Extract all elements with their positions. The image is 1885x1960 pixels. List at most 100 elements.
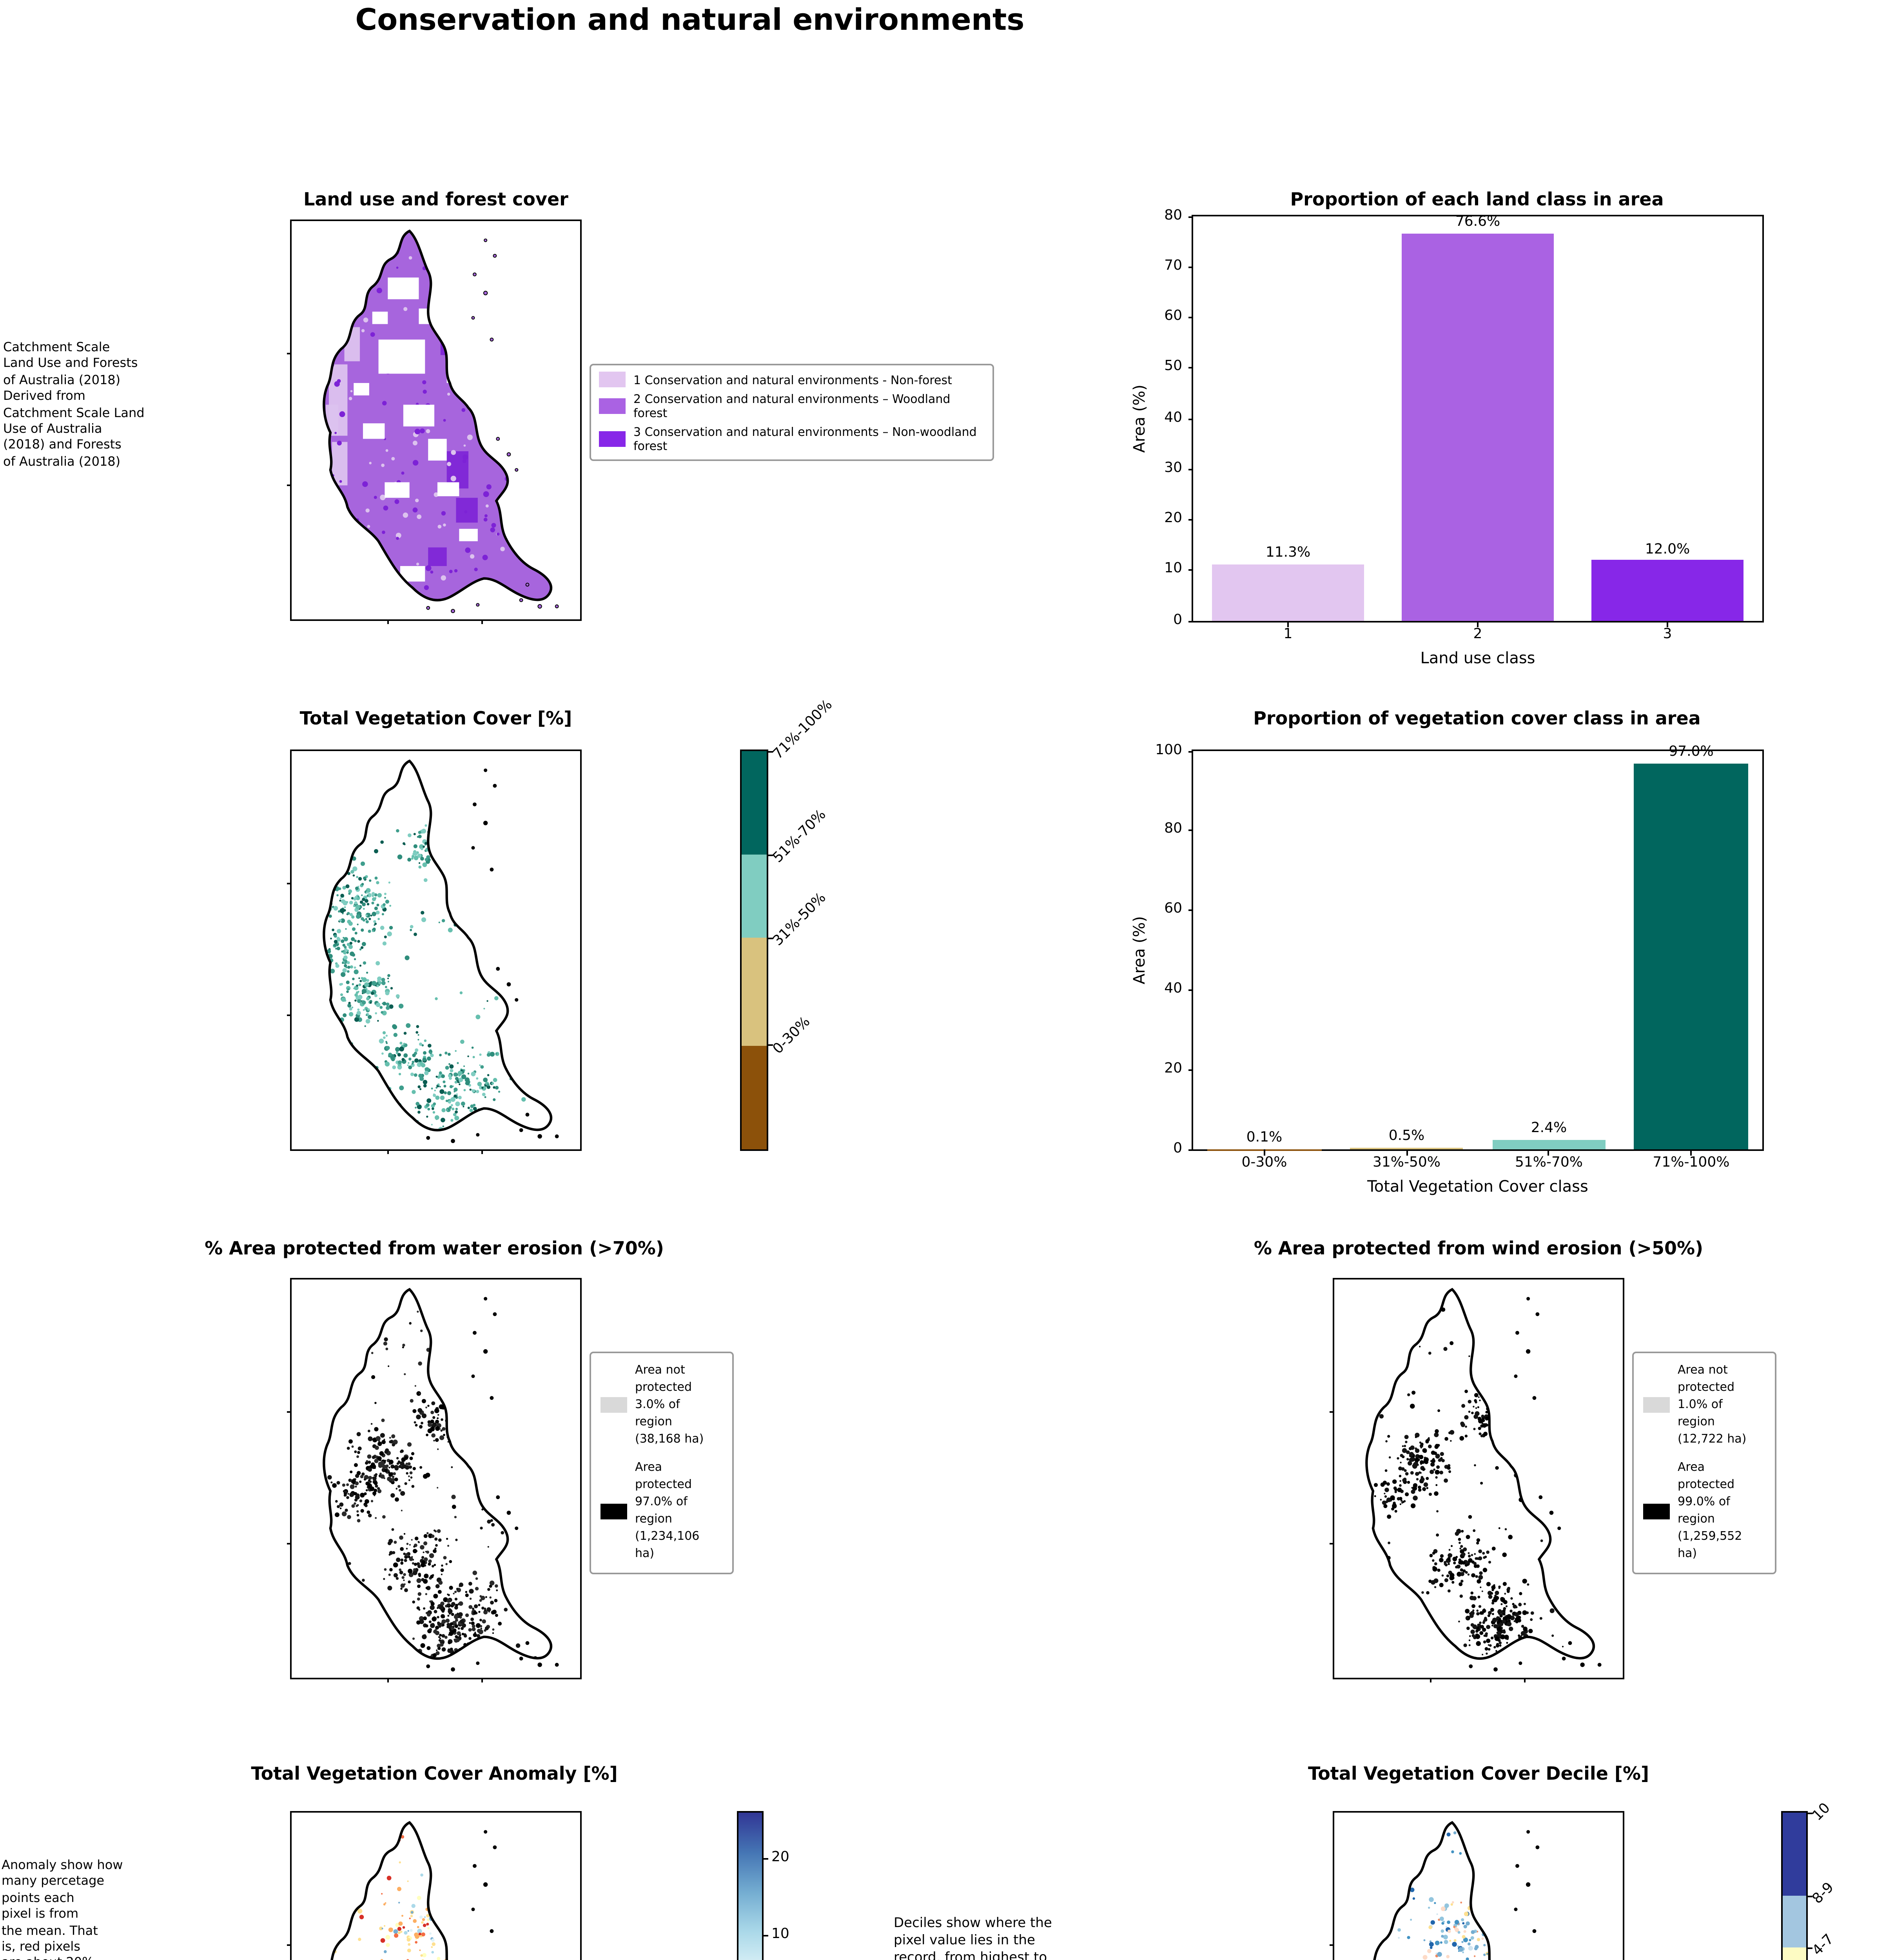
land-class-chart-ylabel: Area (%): [1132, 385, 1149, 453]
bar-value-label: 12.0%: [1645, 542, 1690, 558]
y-tick-mark: [1188, 1149, 1193, 1150]
colorbar-tick-label: 10: [771, 1926, 789, 1942]
colorbar-segment: [1783, 1813, 1806, 1896]
colorbar-tick-label: 20: [771, 1849, 789, 1866]
y-tick-mark: [1188, 216, 1193, 217]
map-axis-tick: [287, 882, 292, 884]
x-tick-mark: [1690, 1149, 1692, 1155]
map-axis-tick: [287, 352, 292, 354]
water-erosion-legend: Area not protected 3.0% of region (38,16…: [590, 1352, 734, 1574]
legend-item: Area not protected 1.0% of region (12,72…: [1643, 1363, 1765, 1448]
x-tick-label: 71%-100%: [1653, 1156, 1730, 1171]
bar-value-label: 2.4%: [1531, 1122, 1567, 1138]
y-tick-label: 20: [1164, 511, 1182, 527]
colorbar-class-label: 0-30%: [771, 1014, 814, 1058]
map-axis-tick: [1524, 1678, 1526, 1682]
colorbar-tick: [767, 937, 772, 939]
y-tick-label: 0: [1173, 612, 1182, 628]
veg-class-chart-title: Proportion of vegetation cover class in …: [1253, 707, 1701, 729]
y-tick-mark: [1188, 1069, 1193, 1071]
veg-cover-map-title: Total Vegetation Cover [%]: [299, 707, 572, 729]
y-tick-mark: [1188, 989, 1193, 991]
colorbar-segment: [742, 1045, 767, 1149]
y-tick-label: 20: [1164, 1061, 1182, 1077]
y-tick-mark: [1188, 367, 1193, 369]
veg-cover-map: [287, 750, 582, 1154]
legend-swatch-nonforest: [599, 372, 626, 387]
colorbar-tick: [767, 1045, 772, 1047]
legend-item: 1 Conservation and natural environments …: [599, 372, 985, 387]
bar-71%-100%: [1634, 763, 1748, 1149]
map-axis-tick: [1330, 1944, 1334, 1946]
y-tick-label: 10: [1164, 562, 1182, 577]
wind-erosion-map: [1330, 1278, 1624, 1682]
y-tick-label: 0: [1173, 1141, 1182, 1156]
land-use-map-title: Land use and forest cover: [303, 188, 568, 210]
land-use-legend: 1 Conservation and natural environments …: [590, 364, 994, 461]
legend-item: Area protected 99.0% of region (1,259,55…: [1643, 1461, 1765, 1563]
legend-item: 3 Conservation and natural environments …: [599, 425, 985, 453]
catchment-boundary: [1365, 1288, 1595, 1660]
veg-class-chart-xlabel: Total Vegetation Cover class: [1367, 1179, 1588, 1196]
x-tick-label: 2: [1473, 627, 1482, 643]
bar-value-label: 97.0%: [1669, 745, 1714, 761]
legend-label: Area protected 97.0% of region (1,234,10…: [635, 1460, 700, 1560]
veg-class-chart-ylabel: Area (%): [1132, 916, 1149, 984]
y-tick-label: 40: [1164, 981, 1182, 997]
legend-swatch-nonwoodland: [599, 431, 626, 447]
colorbar-segment: [1783, 1948, 1806, 1960]
colorbar-class-label: 4-7: [1810, 1933, 1838, 1960]
map-axis-tick: [1429, 1678, 1431, 1682]
x-tick-label: 51%-70%: [1515, 1156, 1583, 1171]
anomaly-colorbar: 20100−10−20: [737, 1811, 789, 1960]
x-tick-mark: [1548, 1149, 1550, 1155]
colorbar-class-label: 8-9: [1810, 1881, 1838, 1908]
bar-51%-70%: [1492, 1140, 1606, 1149]
land-class-chart-title: Proportion of each land class in area: [1290, 188, 1664, 210]
x-tick-label: 0-30%: [1241, 1156, 1287, 1171]
colorbar-tick: [762, 1857, 767, 1859]
colorbar-class-label: 10: [1810, 1800, 1834, 1825]
veg-class-bar-chart: 0 20 40 60 80 100 0.1% 0-30% 0.5% 31%-50% 2.4% 51%-…: [1155, 742, 1764, 1171]
x-tick-mark: [1287, 621, 1289, 626]
map-axis-tick: [287, 1014, 292, 1016]
colorbar-class-label: 71%-100%: [771, 697, 836, 763]
wind-erosion-title: % Area protected from wind erosion (>50%…: [1254, 1237, 1704, 1259]
land-class-chart-xlabel: Land use class: [1420, 651, 1535, 668]
land-use-source-note: Catchment Scale Land Use and Forests of …: [3, 340, 145, 468]
bar-value-label: 0.1%: [1246, 1131, 1283, 1147]
y-tick-mark: [1188, 418, 1193, 419]
colorbar-class-label: 31%-50%: [771, 891, 830, 951]
y-tick-mark: [1188, 570, 1193, 571]
water-erosion-title: % Area protected from water erosion (>70…: [205, 1237, 664, 1259]
bar-value-label: 0.5%: [1388, 1129, 1425, 1145]
wind-erosion-legend: Area not protected 1.0% of region (12,72…: [1632, 1352, 1776, 1574]
y-tick-mark: [1188, 620, 1193, 622]
legend-label: Area not protected 3.0% of region (38,16…: [635, 1363, 704, 1445]
anomaly-map: [287, 1811, 582, 1960]
decile-title: Total Vegetation Cover Decile [%]: [1308, 1762, 1649, 1784]
y-tick-label: 80: [1164, 208, 1182, 223]
x-tick-mark: [1477, 621, 1479, 626]
catchment-boundary: [330, 1821, 448, 1960]
y-tick-mark: [1188, 519, 1193, 521]
map-axis-tick: [1330, 1542, 1334, 1544]
veg-cover-colorbar: 0-30% 31%-50% 51%-70% 71%-100%: [740, 698, 836, 1151]
y-tick-mark: [1188, 317, 1193, 318]
legend-swatch-not-protected: [1643, 1397, 1670, 1413]
colorbar-tick: [1806, 1947, 1812, 1949]
map-axis-tick: [287, 1542, 292, 1544]
y-tick-label: 70: [1164, 258, 1182, 274]
legend-label: 1 Conservation and natural environments …: [633, 372, 952, 387]
bar-31%-50%: [1350, 1147, 1464, 1149]
colorbar-class-label: 51%-70%: [771, 808, 830, 867]
colorbar-segment: [742, 751, 767, 855]
y-tick-label: 50: [1164, 359, 1182, 375]
y-tick-label: 40: [1164, 410, 1182, 426]
colorbar-segment: [1783, 1896, 1806, 1948]
bar-1: [1212, 564, 1364, 621]
x-tick-label: 31%-50%: [1372, 1156, 1441, 1171]
x-tick-label: 1: [1283, 627, 1293, 643]
bar-value-label: 76.6%: [1455, 215, 1500, 231]
